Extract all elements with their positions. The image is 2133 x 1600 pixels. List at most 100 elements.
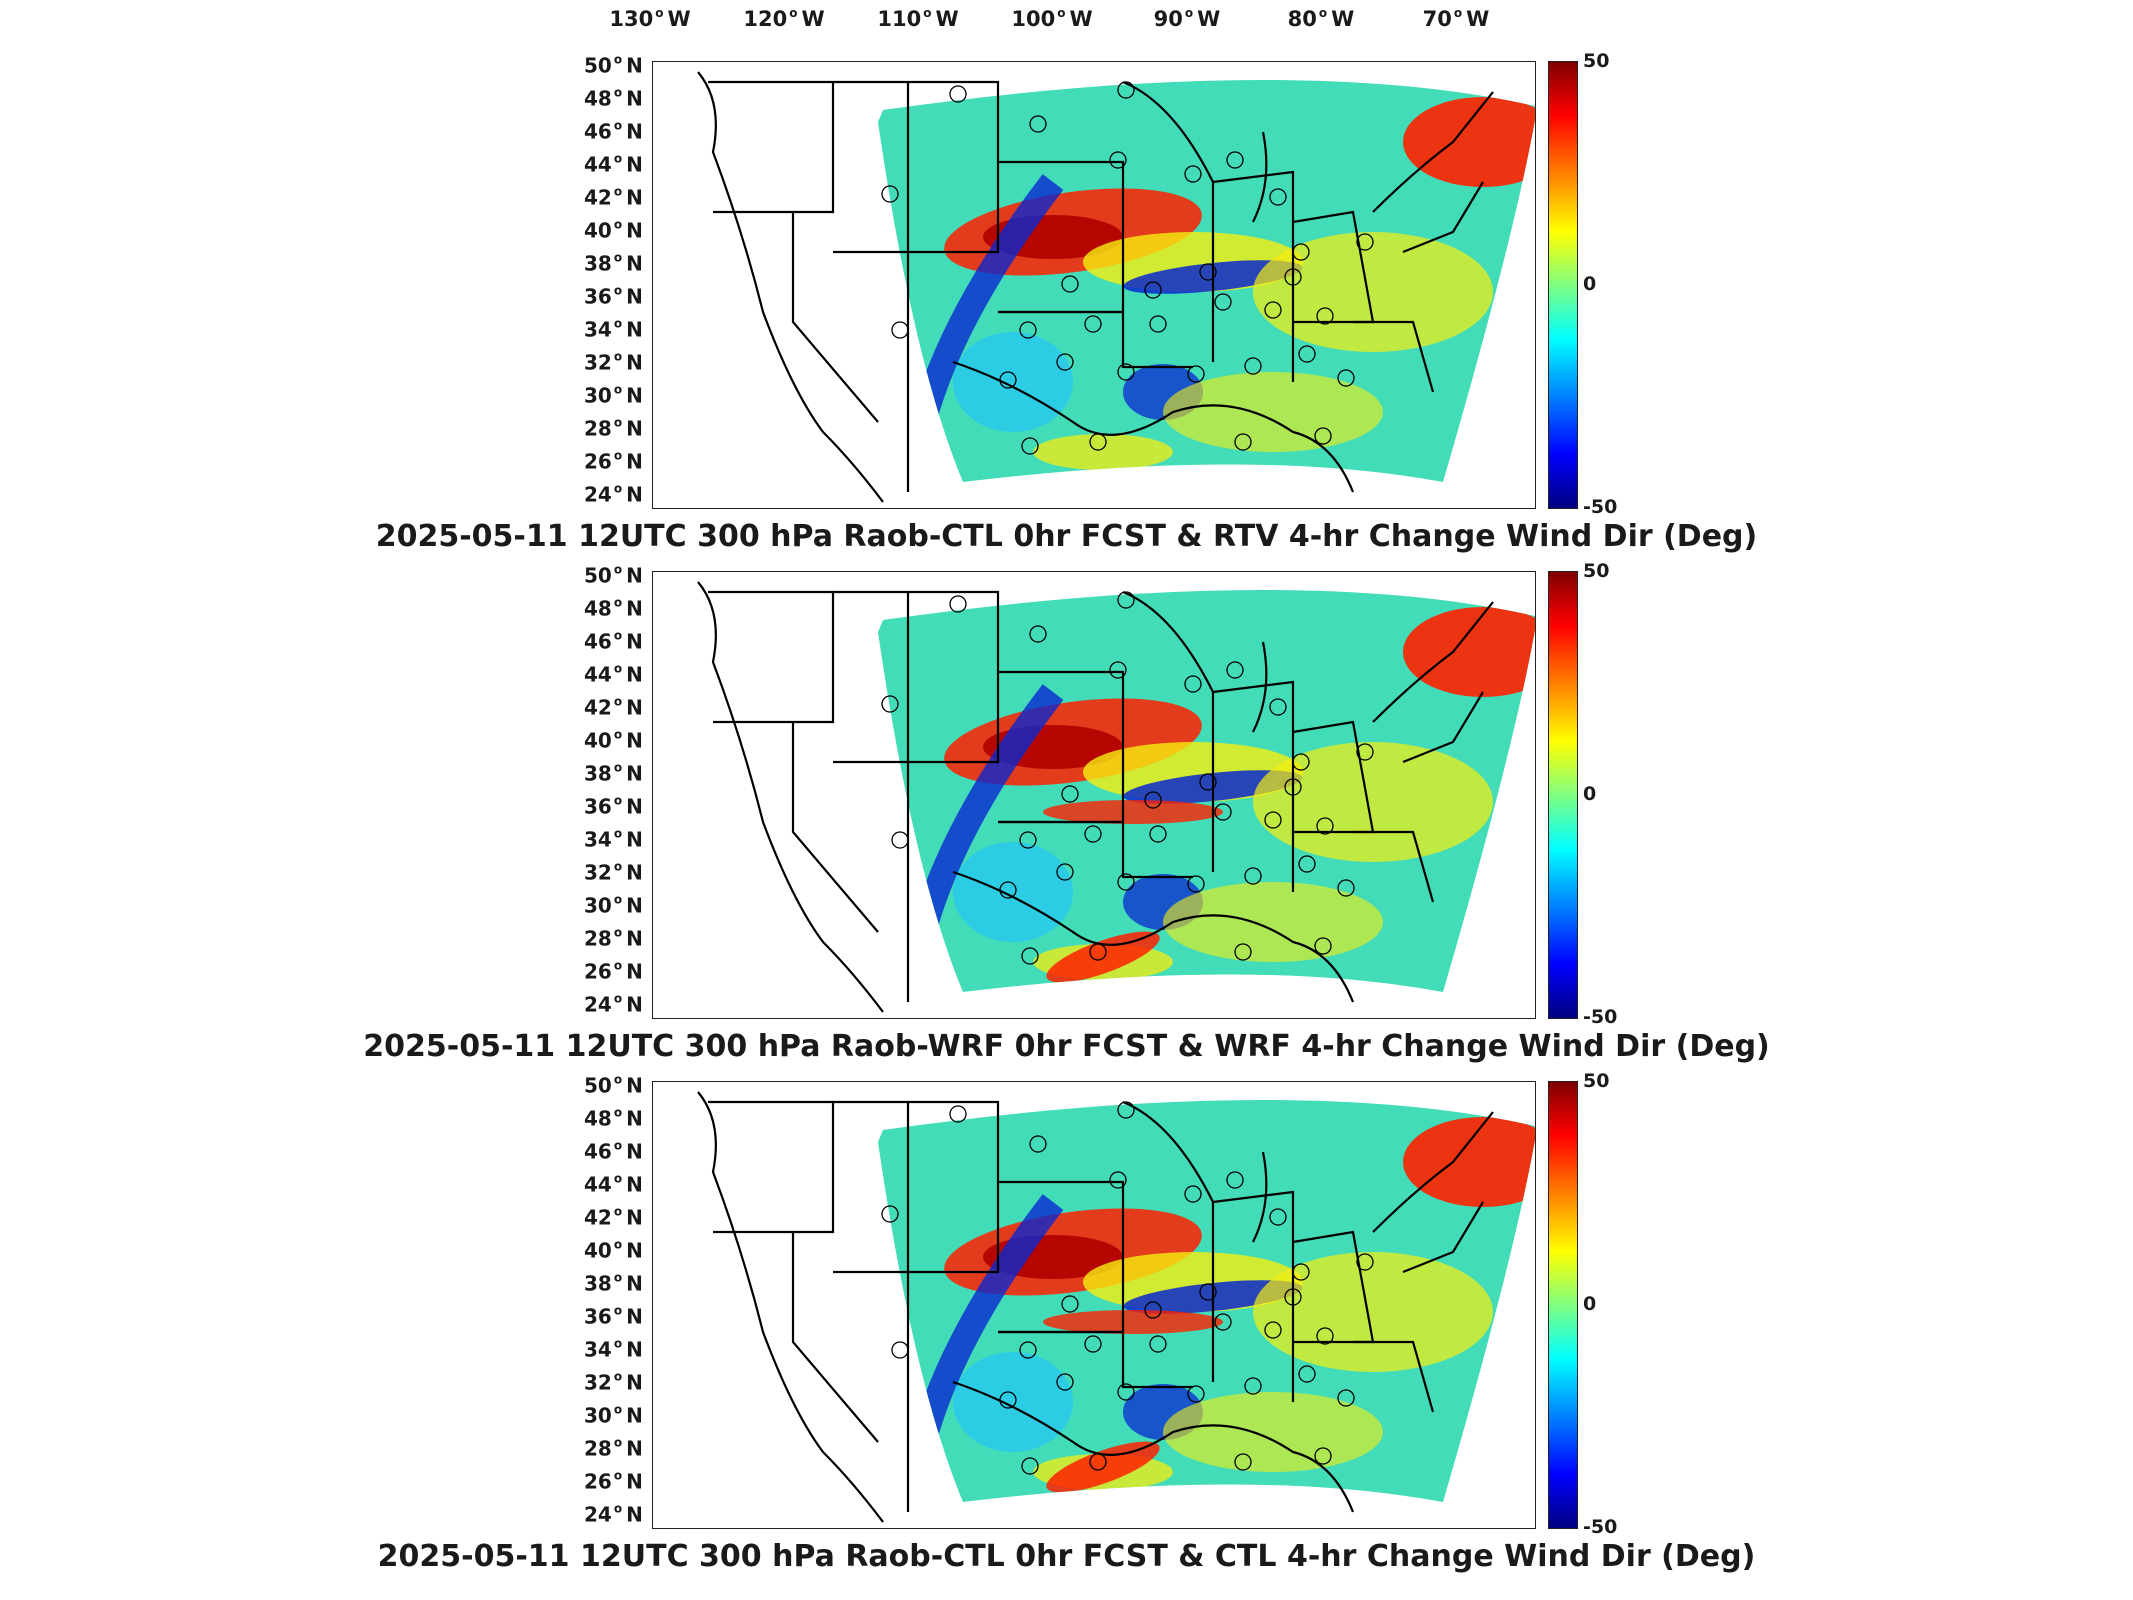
lat-hemisphere: N — [626, 794, 643, 819]
lat-hemisphere: N — [626, 185, 643, 210]
lat-hemisphere: N — [626, 1403, 643, 1428]
latitude-label: 30 o N — [584, 382, 643, 408]
latitude-label: 34 o N — [584, 1336, 643, 1362]
lat-value: 44 — [584, 662, 612, 687]
lon-hemisphere: W — [1331, 7, 1355, 31]
latitude-label: 48 o N — [584, 85, 643, 111]
colorbar — [1548, 571, 1578, 1019]
lon-value: 110 — [877, 7, 922, 31]
lat-hemisphere: N — [626, 629, 643, 654]
lat-value: 36 — [584, 794, 612, 819]
lat-value: 40 — [584, 218, 612, 243]
lat-value: 24 — [584, 1502, 612, 1527]
lat-hemisphere: N — [626, 1436, 643, 1461]
lat-hemisphere: N — [626, 350, 643, 375]
latitude-label: 50 o N — [584, 52, 643, 78]
lon-hemisphere: W — [1069, 7, 1093, 31]
latitude-label: 36 o N — [584, 1303, 643, 1329]
lat-hemisphere: N — [626, 827, 643, 852]
lat-value: 40 — [584, 728, 612, 753]
latitude-label: 42 o N — [584, 694, 643, 720]
lat-value: 34 — [584, 827, 612, 852]
lat-hemisphere: N — [626, 1073, 643, 1098]
lon-hemisphere: W — [1197, 7, 1221, 31]
latitude-label: 44 o N — [584, 1171, 643, 1197]
latitude-label: 48 o N — [584, 1105, 643, 1131]
lat-value: 32 — [584, 350, 612, 375]
longitude-label: 90 o W — [1153, 6, 1221, 31]
colorbar — [1548, 61, 1578, 509]
latitude-label: 44 o N — [584, 661, 643, 687]
latitude-label: 38 o N — [584, 1270, 643, 1296]
latitude-label: 46 o N — [584, 118, 643, 144]
lat-hemisphere: N — [626, 563, 643, 588]
latitude-label: 28 o N — [584, 415, 643, 441]
lat-hemisphere: N — [626, 317, 643, 342]
lon-hemisphere: W — [935, 7, 959, 31]
lat-value: 44 — [584, 1172, 612, 1197]
colorbar-tick-label: 50 — [1583, 50, 1610, 72]
lat-hemisphere: N — [626, 1304, 643, 1329]
lat-value: 40 — [584, 1238, 612, 1263]
lat-value: 26 — [584, 1469, 612, 1494]
lat-hemisphere: N — [626, 1172, 643, 1197]
lat-hemisphere: N — [626, 218, 643, 243]
lat-hemisphere: N — [626, 1238, 643, 1263]
lat-value: 24 — [584, 992, 612, 1017]
colorbar-tick-label: 50 — [1583, 560, 1610, 582]
latitude-label: 26 o N — [584, 1468, 643, 1494]
latitude-label: 36 o N — [584, 793, 643, 819]
colorbar-tick-label: -50 — [1583, 1516, 1618, 1538]
lat-value: 32 — [584, 1370, 612, 1395]
colorbar-tick-label: -50 — [1583, 1006, 1618, 1028]
colorbar-tick-label: 0 — [1583, 273, 1597, 295]
lat-hemisphere: N — [626, 1502, 643, 1527]
lon-value: 90 — [1153, 7, 1183, 31]
lat-value: 30 — [584, 1403, 612, 1428]
longitude-label: 110 o W — [877, 6, 959, 31]
lat-value: 32 — [584, 860, 612, 885]
latitude-label: 40 o N — [584, 217, 643, 243]
latitude-label: 30 o N — [584, 1402, 643, 1428]
latitude-label: 50 o N — [584, 1072, 643, 1098]
lat-value: 50 — [584, 53, 612, 78]
latitude-label: 30 o N — [584, 892, 643, 918]
lat-value: 46 — [584, 119, 612, 144]
wind-direction-map — [652, 1081, 1536, 1529]
lat-value: 30 — [584, 893, 612, 918]
latitude-label: 34 o N — [584, 316, 643, 342]
lat-hemisphere: N — [626, 959, 643, 984]
lat-hemisphere: N — [626, 761, 643, 786]
longitude-label: 70 o W — [1422, 6, 1490, 31]
lon-value: 100 — [1011, 7, 1056, 31]
lat-value: 36 — [584, 1304, 612, 1329]
latitude-label: 50 o N — [584, 562, 643, 588]
lat-hemisphere: N — [626, 482, 643, 507]
lat-value: 42 — [584, 185, 612, 210]
lat-value: 28 — [584, 1436, 612, 1461]
lat-value: 28 — [584, 926, 612, 951]
lat-value: 38 — [584, 1271, 612, 1296]
panel-title: 2025-05-11 12UTC 300 hPa Raob-CTL 0hr FC… — [375, 519, 1758, 554]
lat-hemisphere: N — [626, 860, 643, 885]
lat-value: 26 — [584, 449, 612, 474]
colorbar-tick-label: 50 — [1583, 1070, 1610, 1092]
latitude-label: 24 o N — [584, 1501, 643, 1527]
lat-value: 48 — [584, 86, 612, 111]
latitude-label: 24 o N — [584, 991, 643, 1017]
lat-hemisphere: N — [626, 119, 643, 144]
lat-hemisphere: N — [626, 1370, 643, 1395]
colorbar — [1548, 1081, 1578, 1529]
lat-hemisphere: N — [626, 251, 643, 276]
lat-hemisphere: N — [626, 1205, 643, 1230]
lat-hemisphere: N — [626, 992, 643, 1017]
lat-hemisphere: N — [626, 416, 643, 441]
latitude-label: 46 o N — [584, 628, 643, 654]
lat-value: 48 — [584, 596, 612, 621]
lat-hemisphere: N — [626, 86, 643, 111]
latitude-label: 40 o N — [584, 727, 643, 753]
lat-value: 34 — [584, 317, 612, 342]
lat-hemisphere: N — [626, 383, 643, 408]
panel-title: 2025-05-11 12UTC 300 hPa Raob-WRF 0hr FC… — [363, 1029, 1770, 1064]
lon-value: 120 — [743, 7, 788, 31]
